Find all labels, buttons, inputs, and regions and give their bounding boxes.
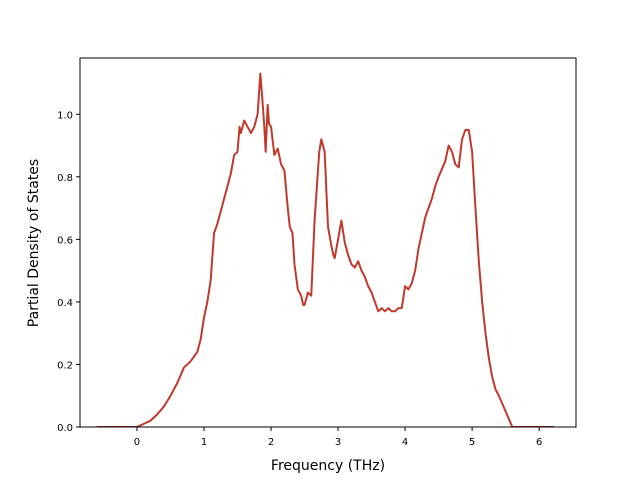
series-line-0 bbox=[96, 72, 554, 427]
axes: 0 1 2 3 4 5 6 0.0 0.2 0.4 0.6 0.8 1.0 bbox=[57, 57, 577, 448]
x-tick-label: 5 bbox=[469, 437, 475, 448]
axes-frame bbox=[79, 57, 577, 428]
y-tick-label: 0.2 bbox=[57, 360, 73, 371]
y-tick-label: 0.6 bbox=[57, 235, 73, 246]
y-tick-label: 0.8 bbox=[57, 173, 73, 184]
x-tick-label: 4 bbox=[402, 437, 408, 448]
y-axis-label: Partial Density of States bbox=[26, 159, 42, 327]
x-axis-label: Frequency (THz) bbox=[271, 458, 385, 474]
y-tick-label: 0.4 bbox=[57, 298, 73, 309]
x-tick-label: 3 bbox=[335, 437, 341, 448]
x-tick-label: 6 bbox=[536, 437, 542, 448]
x-tick-label: 1 bbox=[201, 437, 207, 448]
plot-area bbox=[96, 72, 554, 427]
x-tick-label: 2 bbox=[268, 437, 274, 448]
y-tick-label: 1.0 bbox=[57, 110, 73, 121]
y-tick-label: 0.0 bbox=[57, 423, 73, 434]
x-tick-label: 0 bbox=[134, 437, 140, 448]
